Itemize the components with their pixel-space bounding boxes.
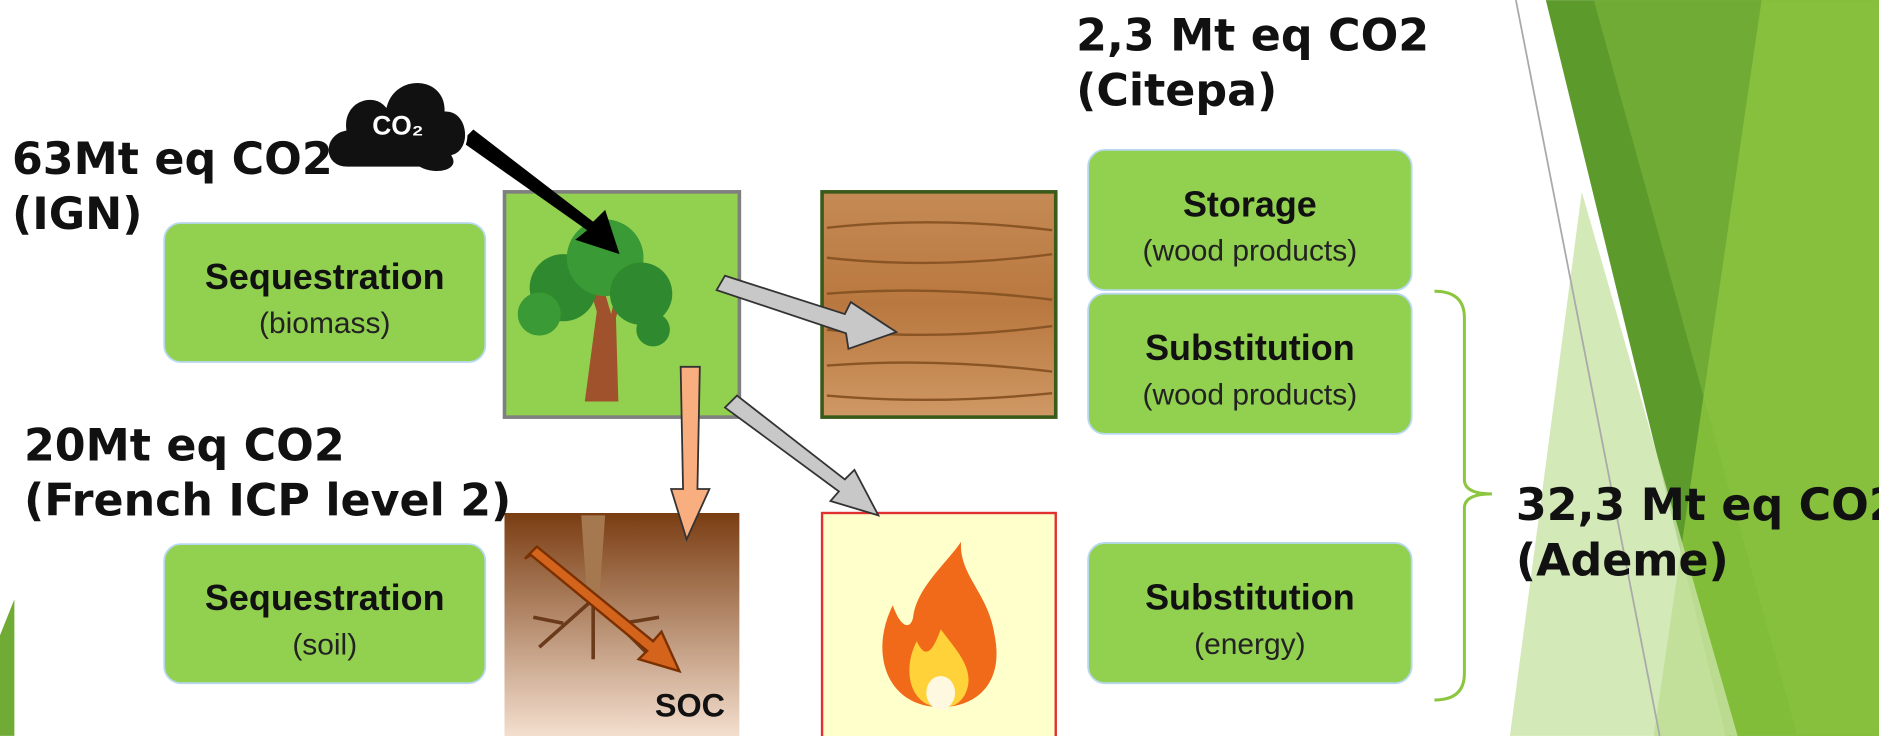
- estimate-label: (IGN): [12, 189, 143, 240]
- box-subtitle: (biomass): [259, 307, 390, 340]
- estimate-label: 2,3 Mt eq CO2: [1076, 10, 1429, 61]
- box-title: Substitution: [1145, 327, 1355, 368]
- box-title: Sequestration: [205, 577, 445, 618]
- estimate-label: (Citepa): [1076, 66, 1277, 117]
- tree-square: [505, 192, 740, 417]
- slide: CO₂ SOC Sequestration (biomass) Sequestrat…: [0, 0, 1879, 736]
- wood-square: [822, 192, 1056, 417]
- box-title: Substitution: [1145, 576, 1355, 617]
- box-subtitle: (wood products): [1143, 379, 1358, 412]
- estimate-label: (French ICP level 2): [24, 475, 511, 526]
- co2-cloud: CO₂: [327, 82, 466, 172]
- estimate-label: 63Mt eq CO2: [12, 134, 333, 185]
- bracket: [1434, 291, 1492, 700]
- estimate-label: 32,3 Mt eq CO2: [1516, 480, 1879, 531]
- page: CO₂ SOC Sequestration (biomass) Sequestrat…: [0, 0, 1879, 736]
- box-title: Sequestration: [205, 256, 445, 297]
- box-subtitle: (energy): [1194, 628, 1305, 661]
- box-subtitle: (wood products): [1143, 235, 1358, 268]
- box-subtitle: (soil): [292, 628, 357, 661]
- fire-square: [822, 513, 1056, 736]
- soc-label: SOC: [655, 688, 725, 724]
- estimate-label: 20Mt eq CO2: [24, 420, 345, 471]
- estimate-label: (Ademe): [1516, 535, 1729, 586]
- box-title: Storage: [1183, 183, 1317, 224]
- cloud-label: CO₂: [372, 110, 423, 140]
